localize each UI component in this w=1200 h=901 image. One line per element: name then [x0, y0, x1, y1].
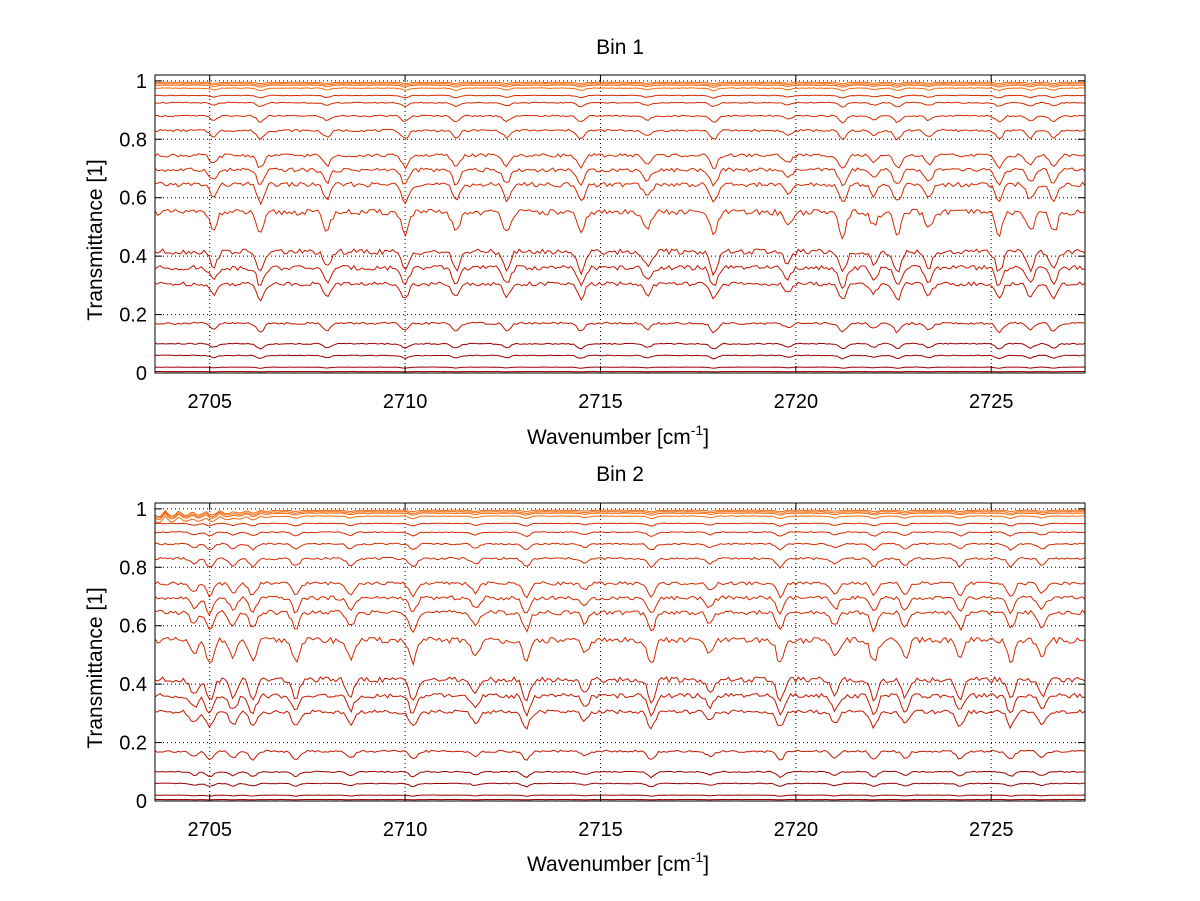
transmittance-series-line [154, 101, 1086, 108]
transmittance-series-line [154, 94, 1085, 99]
transmittance-series-line [154, 531, 1086, 538]
x-tick-label: 2720 [774, 391, 819, 413]
transmittance-series-line [154, 114, 1086, 124]
transmittance-series-line [154, 595, 1086, 617]
transmittance-series-line [154, 509, 1085, 518]
transmittance-series-line [154, 321, 1086, 334]
transmittance-series-line [154, 636, 1086, 667]
transmittance-series-line [154, 511, 1086, 519]
transmittance-series-line [154, 354, 1086, 360]
transmittance-series-line [154, 770, 1086, 779]
y-tick-label: 1 [136, 71, 147, 93]
y-tick-label: 0 [136, 363, 147, 385]
plot-area-frame [154, 74, 1086, 374]
transmittance-series-line [154, 522, 1085, 527]
x-tick-label: 2705 [187, 391, 232, 413]
transmittance-series-line [154, 81, 1085, 85]
transmittance-series-line [154, 181, 1086, 206]
chart-title: Bin 2 [596, 463, 644, 486]
transmittance-series-line [154, 84, 1086, 88]
transmittance-series-line [154, 264, 1086, 290]
x-tick-label: 2725 [969, 819, 1014, 841]
transmittance-series-line [155, 709, 1086, 730]
y-tick-label: 0.8 [119, 129, 147, 151]
transmittance-series-line [154, 609, 1086, 634]
transmittance-series-line [154, 83, 1086, 86]
transmittance-series-line [154, 782, 1086, 788]
transmittance-series-line [154, 515, 1086, 524]
x-tick-label: 2705 [187, 819, 232, 841]
transmittance-series-line [155, 281, 1086, 302]
x-tick-label: 2710 [383, 819, 428, 841]
x-tick-label: 2715 [578, 391, 623, 413]
transmittance-series-line [154, 692, 1086, 718]
y-tick-label: 0.6 [119, 188, 147, 210]
x-axis-label: Wavenumber [cm-1] [527, 849, 709, 876]
y-tick-label: 0.2 [119, 305, 147, 327]
transmittance-series-line [154, 512, 1086, 521]
transmittance-series-line [154, 749, 1086, 761]
x-tick-label: 2715 [578, 819, 623, 841]
y-tick-label: 0 [136, 791, 147, 813]
transmittance-series-line [154, 676, 1086, 704]
y-axis-label: Transmittance [1] [84, 587, 107, 748]
chart-panel-bin-2: Bin 2 2705 2710 2715 2720 2725 0 0.2 0.4 0.6 0.8 1… [84, 463, 1086, 876]
y-tick-label: 0.4 [119, 246, 147, 268]
chart-title: Bin 1 [596, 36, 644, 59]
y-tick-label: 0.2 [119, 733, 147, 755]
transmittance-series-line [154, 542, 1086, 551]
transmittance-series-line [154, 366, 1086, 369]
x-tick-label: 2710 [383, 391, 428, 413]
transmittance-series-line [154, 581, 1086, 599]
y-tick-label: 0.6 [119, 616, 147, 638]
transmittance-series-line [154, 248, 1086, 277]
transmittance-series-line [154, 167, 1086, 187]
plot-area-frame [154, 502, 1086, 802]
transmittance-series-line [154, 153, 1086, 170]
transmittance-series-line [154, 342, 1086, 350]
x-tick-label: 2720 [774, 819, 819, 841]
y-tick-label: 1 [136, 499, 147, 521]
y-axis-label: Transmittance [1] [84, 159, 107, 320]
y-tick-label: 0.8 [119, 557, 147, 579]
x-tick-label: 2725 [969, 391, 1014, 413]
transmittance-series-line [154, 208, 1086, 240]
transmittance-series-line [155, 556, 1086, 569]
transmittance-series-line [154, 87, 1086, 92]
x-axis-label: Wavenumber [cm-1] [527, 422, 709, 449]
y-tick-label: 0.4 [119, 674, 147, 696]
chart-panel-bin-1: Bin 1 2705 2710 2715 2720 2725 0 0.2 0.4 0.6 0.8 1… [84, 36, 1086, 449]
transmittance-series-line [154, 794, 1086, 797]
transmittance-series-line [155, 128, 1086, 141]
